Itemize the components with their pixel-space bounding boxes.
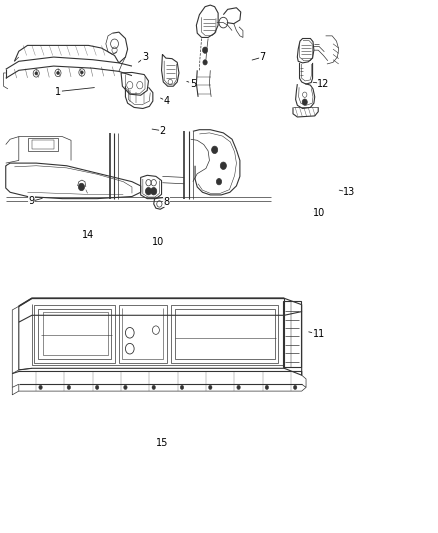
Text: 10: 10: [313, 208, 325, 219]
Circle shape: [78, 183, 85, 191]
Text: 1: 1: [55, 86, 61, 96]
Text: 13: 13: [343, 187, 356, 197]
Circle shape: [81, 71, 83, 74]
Text: 9: 9: [29, 196, 35, 206]
Circle shape: [124, 385, 127, 390]
Text: 11: 11: [313, 329, 325, 340]
Text: 5: 5: [190, 78, 196, 88]
Text: 10: 10: [152, 237, 164, 247]
Circle shape: [67, 385, 71, 390]
Circle shape: [216, 179, 222, 185]
Text: 8: 8: [164, 197, 170, 207]
Circle shape: [145, 188, 152, 195]
Circle shape: [237, 385, 240, 390]
Text: 2: 2: [159, 126, 166, 136]
Circle shape: [35, 72, 38, 75]
Circle shape: [152, 385, 155, 390]
Circle shape: [212, 146, 218, 154]
Text: 15: 15: [156, 438, 169, 448]
Circle shape: [95, 385, 99, 390]
Circle shape: [265, 385, 268, 390]
Text: 4: 4: [164, 96, 170, 106]
Circle shape: [180, 385, 184, 390]
Circle shape: [208, 385, 212, 390]
Circle shape: [293, 385, 297, 390]
Text: 7: 7: [259, 52, 266, 62]
Text: 14: 14: [82, 230, 95, 240]
Circle shape: [302, 99, 307, 106]
Circle shape: [203, 60, 207, 65]
Text: 3: 3: [142, 52, 148, 62]
Text: 12: 12: [317, 78, 330, 88]
Circle shape: [39, 385, 42, 390]
Circle shape: [57, 71, 59, 75]
Circle shape: [220, 162, 226, 169]
Circle shape: [151, 188, 157, 195]
Circle shape: [202, 47, 208, 53]
